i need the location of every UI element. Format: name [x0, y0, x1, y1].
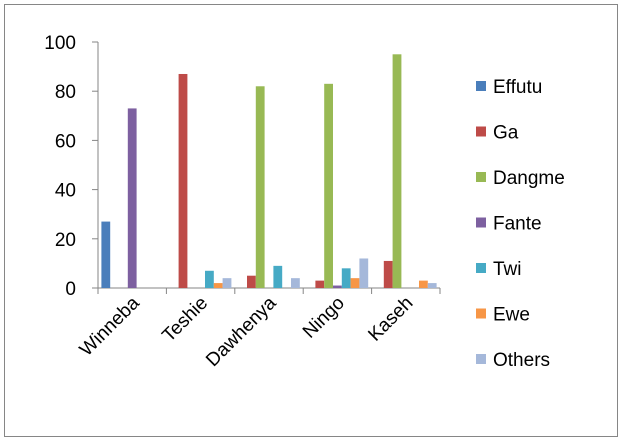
- y-tick-label: 80: [55, 82, 76, 103]
- legend-swatch-fante: [476, 217, 486, 228]
- y-tick-label: 100: [44, 33, 76, 54]
- legend-label-others: Others: [493, 350, 550, 371]
- legend-label-effutu: Effutu: [493, 77, 542, 98]
- bar-twi-ningo: [341, 268, 351, 288]
- bar-ga-dawhenya: [247, 275, 256, 288]
- y-tick-label: 20: [55, 230, 76, 251]
- legend-label-ga: Ga: [493, 123, 519, 144]
- legend-label-twi: Twi: [493, 259, 522, 280]
- bar-dangme-dawhenya: [255, 86, 265, 288]
- bar-effutu-winneba: [101, 221, 111, 288]
- bar-others-teshie: [222, 278, 232, 288]
- legend-label-fante: Fante: [493, 214, 542, 235]
- legend-swatch-ga: [476, 126, 486, 137]
- bar-ewe-teshie: [213, 283, 223, 288]
- bar-fante-winneba: [127, 108, 137, 288]
- x-tick-label: Teshie: [158, 293, 212, 347]
- bar-ga-ningo: [315, 280, 325, 288]
- legend: Effutu Ga Dangme Fante Twi Ewe Others: [476, 77, 565, 371]
- x-tick-label: Dawhenya: [202, 292, 281, 371]
- bar-twi-dawhenya: [273, 265, 283, 288]
- chart-frame: [4, 4, 618, 437]
- x-tick-label: Winneba: [76, 292, 144, 360]
- legend-label-dangme: Dangme: [493, 168, 565, 189]
- bar-ewe-kaseh: [419, 280, 428, 288]
- bar-others-dawhenya: [291, 278, 300, 288]
- bar-dangme-kaseh: [392, 54, 402, 288]
- axes: [92, 41, 441, 294]
- y-tick-label: 0: [65, 279, 76, 300]
- legend-swatch-effutu: [476, 81, 486, 91]
- x-tick-label: Ningo: [299, 293, 349, 343]
- legend-swatch-others: [476, 354, 486, 364]
- y-tick-label: 40: [55, 181, 76, 202]
- legend-label-ewe: Ewe: [493, 305, 530, 326]
- bar-twi-teshie: [205, 270, 214, 288]
- bar-ewe-ningo: [350, 278, 360, 288]
- bar-ga-teshie: [178, 73, 188, 288]
- legend-swatch-ewe: [476, 308, 486, 319]
- legend-swatch-twi: [476, 263, 486, 273]
- bar-fante-ningo: [333, 285, 342, 288]
- bars: [101, 54, 437, 288]
- y-tick-label: 60: [55, 131, 76, 152]
- y-tick-labels: 0 20 40 60 80 100: [44, 33, 76, 300]
- bar-ga-kaseh: [383, 260, 393, 288]
- bar-others-ningo: [359, 258, 369, 288]
- bar-others-kaseh: [427, 283, 437, 288]
- legend-swatch-dangme: [476, 172, 486, 182]
- x-tick-label: Kaseh: [364, 293, 417, 346]
- bar-dangme-ningo: [324, 83, 333, 288]
